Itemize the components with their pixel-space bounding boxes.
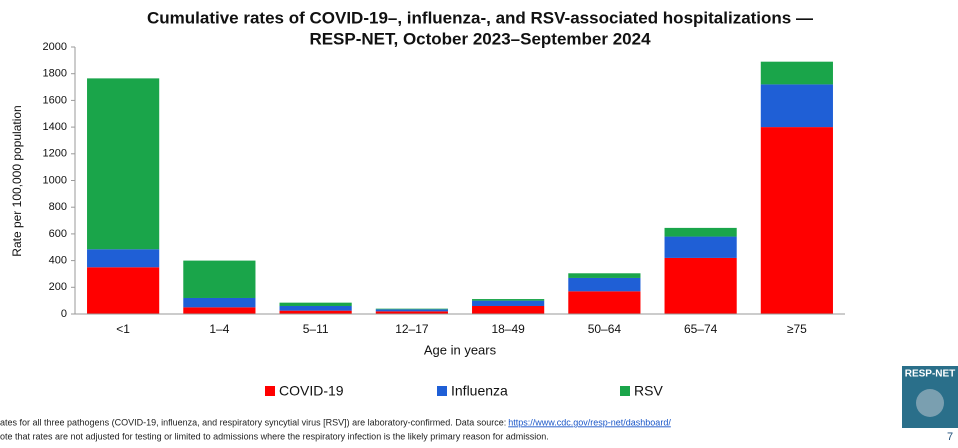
bar-segment (280, 306, 352, 311)
bar-segment (87, 78, 159, 249)
y-tick-label: 200 (49, 281, 67, 293)
bar-segment (376, 309, 448, 311)
x-tick-label: 12–17 (395, 322, 429, 336)
bar-segment (761, 62, 833, 85)
chart-title: RESP-NET, October 2023–September 2024 (309, 29, 651, 48)
y-tick-label: 1000 (43, 174, 67, 186)
x-tick-label: 65–74 (684, 322, 718, 336)
bar-segment (665, 258, 737, 314)
bar-segment (761, 84, 833, 127)
bar-segment (472, 301, 544, 306)
x-axis-label: Age in years (424, 342, 497, 357)
bar-segment (472, 306, 544, 314)
bar-segment (183, 298, 255, 307)
x-tick-label: 1–4 (209, 322, 229, 336)
bar-segment (568, 278, 640, 291)
legend-swatch (620, 386, 630, 396)
bar-segment (280, 303, 352, 306)
bar-segment (568, 291, 640, 314)
chart-title: Cumulative rates of COVID-19–, influenza… (147, 8, 813, 27)
x-tick-label: <1 (116, 322, 130, 336)
y-tick-label: 800 (49, 201, 67, 213)
legend-label: COVID-19 (279, 383, 344, 399)
legend-label: RSV (634, 383, 663, 399)
legend-swatch (437, 386, 447, 396)
slide: Cumulative rates of COVID-19–, influenza… (0, 0, 958, 443)
x-tick-label: 18–49 (491, 322, 525, 336)
y-tick-label: 1200 (43, 148, 67, 160)
footnote: ates for all three pathogens (COVID-19, … (0, 417, 506, 427)
bar-segment (183, 261, 255, 298)
logo-image (916, 389, 944, 417)
bar-segment (665, 228, 737, 237)
y-tick-label: 1400 (43, 121, 67, 133)
bar-segment (761, 127, 833, 314)
footnote-link[interactable]: https://www.cdc.gov/resp-net/dashboard/ (508, 417, 671, 427)
bar-segment (87, 249, 159, 267)
bar-segment (472, 299, 544, 301)
y-axis-label: Rate per 100,000 population (10, 105, 24, 256)
bar-segment (568, 273, 640, 278)
bar-segment (376, 309, 448, 310)
x-tick-label: 5–11 (303, 322, 329, 336)
bar-segment (87, 267, 159, 314)
x-tick-label: 50–64 (588, 322, 622, 336)
page-number: 7 (947, 431, 953, 443)
y-tick-label: 1600 (43, 94, 67, 106)
y-tick-label: 0 (61, 308, 67, 320)
y-tick-label: 1800 (43, 68, 67, 80)
y-tick-label: 2000 (43, 41, 67, 53)
bar-segment (665, 237, 737, 258)
y-tick-label: 400 (49, 255, 67, 267)
legend-label: Influenza (451, 383, 508, 399)
logo-text: RESP-NET (905, 369, 956, 380)
bar-segment (183, 307, 255, 314)
footnote: ote that rates are not adjusted for test… (0, 431, 549, 441)
bar-segment (280, 311, 352, 314)
legend-swatch (265, 386, 275, 396)
y-tick-label: 600 (49, 228, 67, 240)
x-tick-label: ≥75 (787, 322, 807, 336)
